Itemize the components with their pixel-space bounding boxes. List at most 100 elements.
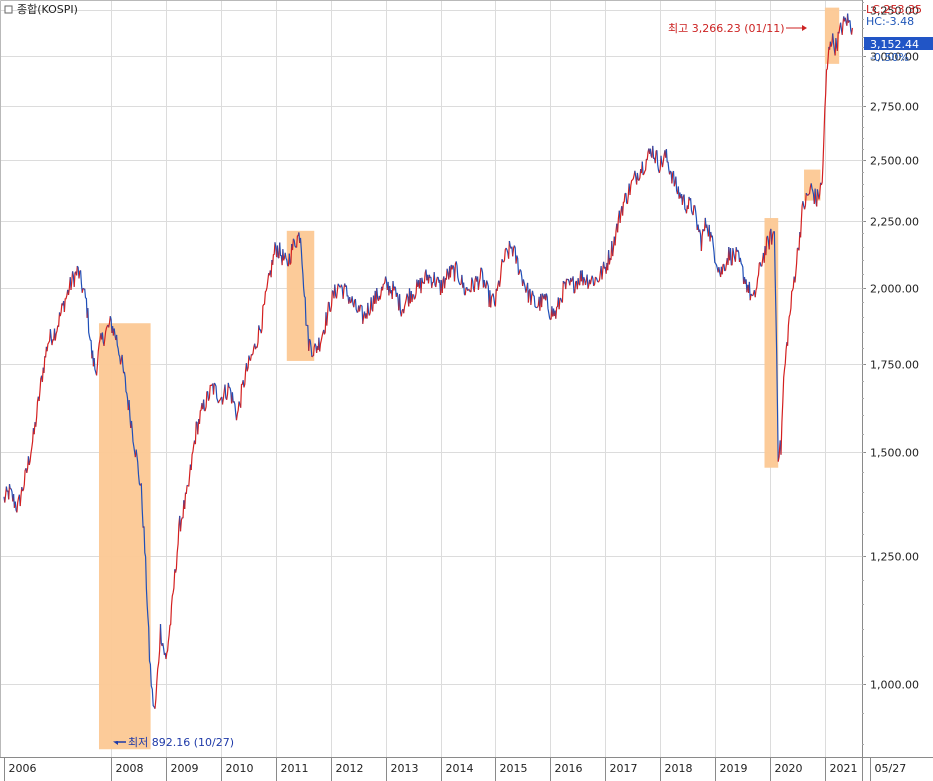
series-segment [431,282,434,288]
series-segment [667,161,671,175]
series-segment [204,391,208,412]
x-tick-label: 2020 [775,762,803,775]
series-segment [739,257,745,284]
series-segment [311,355,314,358]
y-tick-label: 2,750.00 [870,101,919,114]
x-tick-label: 05/27 [875,762,907,775]
series-segment [565,278,568,290]
series-segment [466,287,469,291]
series-segment [288,253,291,265]
series-segment [737,249,741,263]
series-segment [464,287,467,296]
series-segment [323,312,327,335]
series-segment [453,261,457,282]
x-tick-labels: 2006 2008 2009 2010 2011 2012 2013 2014 2015 2016… [4,757,907,781]
series-segment [354,299,358,313]
series-segment [593,276,597,287]
series-segment [499,259,503,287]
series-segment [513,245,517,264]
series-segment [184,492,187,510]
series-segment [165,569,176,660]
series-segment [345,285,348,297]
last-price-badge [864,37,933,50]
series-segment [154,624,162,709]
series-segment [335,283,339,299]
series-segment [240,380,244,408]
series-segment [368,297,372,316]
series-segment [38,375,43,402]
y-tick-label: 3,250.00 [870,5,919,18]
series-segment [87,308,93,359]
series-segment [270,259,273,278]
series-segment [73,271,77,287]
x-tick-label: 2015 [500,762,528,775]
series-segment [656,150,660,174]
series-segment [437,276,440,283]
series-segment [217,396,223,404]
y-tick-label: 1,000.00 [870,679,919,692]
series-segment [661,150,666,168]
series-segment [213,382,219,404]
series-segment [522,279,527,293]
series-segment [22,467,27,492]
low-annotation: 최저 892.16 (10/27) [113,736,234,749]
highlight-boxes [98,7,840,750]
series-segment [469,277,473,293]
series-segment [162,643,165,655]
series-segment [43,356,46,373]
x-tick-label: 2010 [226,762,254,775]
series-segment [642,158,647,176]
series-segment [820,46,830,186]
series-segment [103,324,109,346]
series-segment [851,27,853,35]
series-segment [597,266,602,283]
series-segment [512,245,515,257]
series-segment [4,486,7,503]
series-segment [63,289,69,313]
series-segment [367,302,370,316]
series-segment [652,145,655,159]
y-tick-labels: 1,000.00 1,250.00 1,500.00 1,750.00 2,000.00… [862,2,919,745]
series-segment [312,343,316,356]
series-segment [186,484,189,487]
x-tick-label: 2018 [665,762,693,775]
series-segment [399,294,402,317]
series-segment [5,486,8,492]
series-segment [629,170,636,195]
title-icon [4,5,13,14]
x-tick-label: 2013 [391,762,419,775]
series-segment [175,515,181,573]
series-segment [847,13,849,23]
series-segment [403,293,408,314]
series-segment [545,293,551,320]
series-segment [421,277,424,284]
series-segment [342,283,346,299]
series-segment [8,484,11,490]
series-segment [494,288,497,307]
series-segment [444,277,447,289]
series-segment [54,325,59,341]
series-segment [480,267,484,288]
series-segment [383,276,387,285]
series-segment [299,237,308,327]
series-segment [731,248,734,266]
series-segment [780,342,788,455]
last-price: 3,152.44 [870,38,919,51]
series-segment [777,440,781,462]
series-segment [804,193,807,210]
series-segment [76,265,80,279]
series-segment [328,302,331,312]
series-segment [206,390,210,401]
series-segment [658,155,662,174]
series-segment [319,329,325,352]
series-segment [807,193,810,196]
series-segment [279,242,283,266]
series-segment [586,274,589,289]
y-tick-label: 2,000.00 [870,283,919,296]
x-tick-label: 2014 [446,762,474,775]
series-segment [517,269,521,276]
series-segment [572,276,575,294]
series-segment [19,487,23,507]
series-segment [467,289,470,292]
series-segment [28,428,34,466]
